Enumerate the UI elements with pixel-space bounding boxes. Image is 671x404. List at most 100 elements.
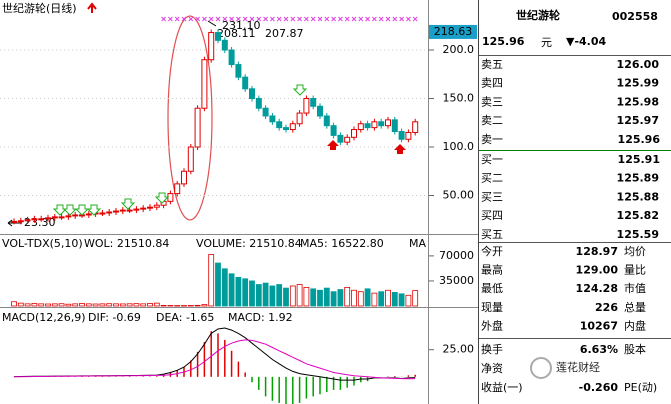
candle <box>283 127 289 131</box>
y-tick-label: 150.0 <box>443 92 475 105</box>
volume-bar <box>398 293 405 307</box>
volume-bar <box>221 268 228 307</box>
book-price: 125.59 <box>617 228 659 241</box>
signal-cross <box>304 16 309 22</box>
signal-cross <box>263 16 268 22</box>
volume-bar <box>371 292 378 307</box>
stat-value: -0.260 <box>579 381 619 394</box>
volume-bar <box>378 291 385 307</box>
volume-bar <box>208 254 215 307</box>
signal-cross <box>270 16 275 22</box>
book-price: 125.89 <box>617 172 659 185</box>
candle <box>201 59 208 109</box>
sell-signal-icon <box>86 204 102 216</box>
sell-signal-icon <box>74 204 90 216</box>
candle <box>24 219 31 222</box>
candle <box>215 32 221 41</box>
volume-bar <box>140 303 147 307</box>
signal-cross <box>406 16 411 22</box>
price-change: ▼-4.04 <box>566 35 607 48</box>
macd-label: MACD(12,26,9) <box>2 311 86 324</box>
highlight-ellipse <box>167 15 213 221</box>
candle <box>38 218 45 221</box>
book-label: 卖一 <box>481 133 503 146</box>
signal-cross <box>372 16 377 22</box>
candle <box>174 183 181 195</box>
book-label: 卖五 <box>481 58 503 71</box>
volume-bar <box>249 280 255 307</box>
candle <box>262 107 269 117</box>
candle <box>51 216 58 219</box>
dea-line <box>14 339 416 380</box>
volume-bar <box>255 284 262 307</box>
candle <box>167 193 174 202</box>
signal-cross <box>208 16 214 22</box>
signal-cross <box>365 16 370 22</box>
volume-bar <box>126 303 133 307</box>
stat-value: 226 <box>595 301 618 314</box>
candle <box>228 49 235 66</box>
signal-cross <box>412 16 418 22</box>
volume-bar <box>92 303 99 307</box>
candle <box>31 218 38 221</box>
signal-cross <box>324 16 330 22</box>
signal-cross <box>310 16 316 22</box>
candle <box>323 115 330 127</box>
volume-bar <box>153 302 160 307</box>
sell-signal-icon <box>120 198 136 210</box>
book-price: 125.99 <box>617 77 659 90</box>
signal-cross <box>290 16 296 22</box>
signal-cross <box>399 16 404 22</box>
sell-signal-icon <box>62 204 78 216</box>
signal-cross <box>392 16 398 22</box>
candle <box>72 214 79 217</box>
volume-bar <box>283 287 289 307</box>
last-price-label: 218.63 <box>434 25 473 38</box>
buy-signal-icon <box>394 144 406 154</box>
signal-cross <box>215 16 221 22</box>
volume-bar <box>99 303 106 307</box>
signal-cross <box>229 16 234 22</box>
y-tick-label: 50.00 <box>443 189 475 202</box>
stat-label: 最高 <box>481 263 503 277</box>
volume-bar <box>310 288 317 307</box>
candle <box>317 105 323 117</box>
candle <box>269 115 276 123</box>
stat-right-label: 市值 <box>624 281 646 295</box>
candle <box>65 215 72 218</box>
book-price: 125.98 <box>617 95 659 108</box>
candle <box>412 121 419 133</box>
volume-bar <box>24 303 31 307</box>
y-tick-label: 70000 <box>439 249 474 262</box>
macd-label: MACD: 1.92 <box>228 311 293 324</box>
book-price: 125.97 <box>617 114 659 127</box>
signal-cross <box>344 16 350 22</box>
candle <box>357 123 364 131</box>
volume-bar <box>11 301 17 307</box>
signal-cross <box>242 16 248 22</box>
volume-bar <box>72 303 79 307</box>
volume-bar <box>31 303 38 307</box>
volume-bar <box>337 289 344 307</box>
candle <box>221 39 228 51</box>
candle <box>303 98 310 114</box>
stat-label: 现量 <box>481 301 503 314</box>
volume-bar <box>269 285 276 307</box>
book-label: 买二 <box>481 172 503 185</box>
volume-bar <box>38 303 45 307</box>
volume-bar <box>235 276 242 307</box>
book-label: 买四 <box>481 209 503 222</box>
volume-bar <box>147 303 153 307</box>
book-label: 买五 <box>481 228 503 241</box>
volume-bar <box>194 304 201 307</box>
stat-value: 6.63% <box>580 343 618 356</box>
macd-label: DEA: -1.65 <box>156 311 214 324</box>
volume-bar <box>364 288 371 307</box>
candle <box>364 123 371 129</box>
signal-cross <box>256 16 262 22</box>
volume-bar <box>160 305 167 307</box>
candle <box>398 130 405 140</box>
volume-bar <box>296 284 303 307</box>
